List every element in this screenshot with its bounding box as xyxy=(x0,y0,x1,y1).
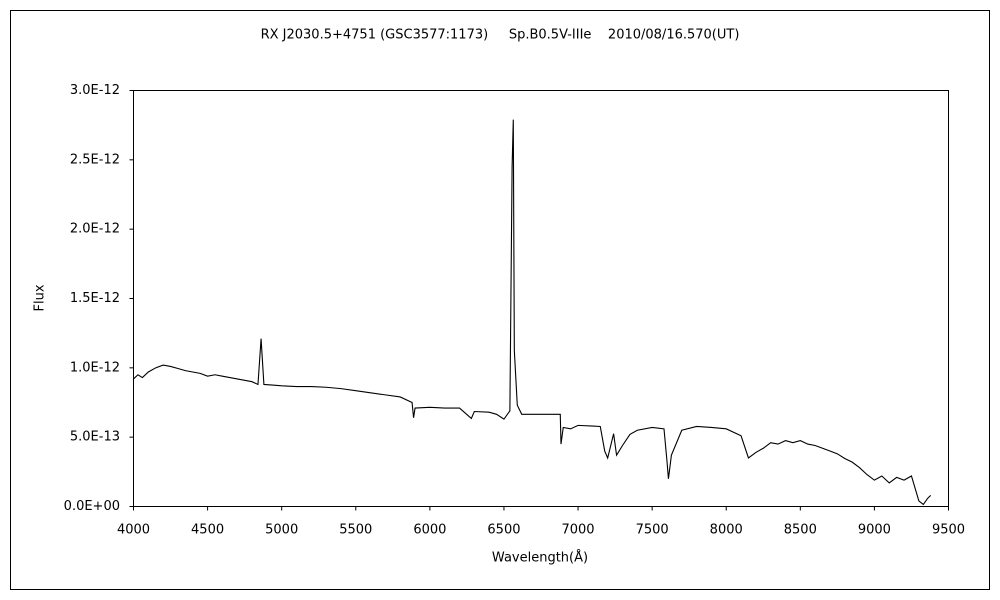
x-tick-label: 7500 xyxy=(636,523,669,538)
y-tick-label: 5.0E-13 xyxy=(70,430,120,445)
x-tick-label: 8000 xyxy=(710,523,743,538)
y-tick-label: 0.0E+00 xyxy=(64,499,120,514)
x-tick-label: 5500 xyxy=(339,523,372,538)
x-tick-label: 4500 xyxy=(191,523,224,538)
x-tick-label: 7000 xyxy=(561,523,594,538)
y-axis-label: Flux xyxy=(33,284,48,311)
y-tick-label: 3.0E-12 xyxy=(70,83,120,98)
x-tick-label: 9500 xyxy=(932,523,965,538)
spectrum-line xyxy=(133,119,932,506)
x-tick-label: 9000 xyxy=(858,523,891,538)
y-tick-label: 1.0E-12 xyxy=(70,360,120,375)
x-tick-label: 5000 xyxy=(265,523,298,538)
x-tick-label: 6000 xyxy=(413,523,446,538)
x-tick-label: 8500 xyxy=(784,523,817,538)
x-tick-label: 6500 xyxy=(487,523,520,538)
chart-frame xyxy=(10,10,990,590)
chart-title: RX J2030.5+4751 (GSC3577:1173) Sp.B0.5V-… xyxy=(261,28,740,43)
y-tick-label: 2.0E-12 xyxy=(70,222,120,237)
x-tick-label: 4000 xyxy=(117,523,150,538)
x-axis-label: Wavelength(Å) xyxy=(492,550,588,566)
y-tick-label: 1.5E-12 xyxy=(70,291,120,306)
y-tick-label: 2.5E-12 xyxy=(70,152,120,167)
